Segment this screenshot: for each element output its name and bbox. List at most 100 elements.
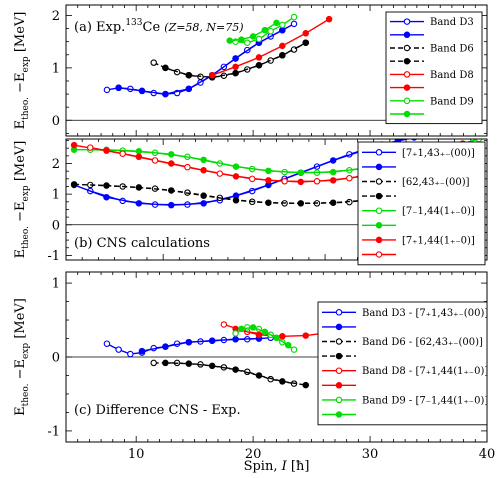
- legend-marker: [375, 178, 383, 185]
- data-point: [127, 350, 134, 358]
- legend-marker: [335, 352, 343, 360]
- data-point: [279, 21, 286, 29]
- y-tick-label: 0: [52, 114, 60, 129]
- y-tick-label: 0: [52, 351, 60, 366]
- data-point: [200, 192, 207, 199]
- plot-frame: [65, 4, 488, 137]
- data-point: [329, 199, 337, 206]
- data-point: [115, 346, 122, 353]
- panel-label: (b) CNS calculations: [74, 236, 210, 251]
- data-point: [267, 27, 274, 35]
- y-axis-label: Etheo. −Eexp [MeV]: [13, 12, 31, 130]
- data-point: [151, 157, 159, 164]
- legend-box: [385, 11, 483, 125]
- data-point: [70, 141, 78, 149]
- data-point: [302, 381, 309, 389]
- y-tick-label: 1: [52, 188, 60, 203]
- legend-marker: [403, 97, 411, 105]
- legend-box: [357, 141, 486, 266]
- data-point: [216, 170, 224, 177]
- data-point: [329, 168, 337, 176]
- data-point: [168, 187, 175, 194]
- y-tick-label: 1: [52, 61, 60, 76]
- y-tick-label: 2: [52, 9, 60, 24]
- y-tick-label: 1: [52, 277, 60, 292]
- text-part: E: [13, 406, 28, 416]
- data-point: [267, 57, 274, 64]
- legend-marker: [403, 44, 411, 52]
- legend-label: Band D8: [430, 70, 474, 81]
- legend-label: Band D6: [430, 44, 474, 55]
- series-line-1: [118, 29, 283, 95]
- data-point: [200, 200, 207, 207]
- data-point: [279, 42, 286, 50]
- legend-marker: [375, 192, 383, 200]
- data-point: [232, 330, 239, 337]
- data-point: [265, 167, 272, 175]
- legend-marker: [403, 31, 411, 39]
- legend-label: [7₊1,44(1₊₋0)]: [402, 235, 475, 246]
- data-point: [279, 378, 286, 385]
- legend-marker: [375, 222, 383, 229]
- data-point: [232, 55, 239, 62]
- legend-label: [7₋1,44(1₊₋0)]: [402, 206, 475, 217]
- panel-a: 0 1 2 Band D3 Band D6 Band D8 Band D9 (a) Exp.1…: [13, 4, 488, 137]
- x-tick-label: 30: [362, 447, 379, 462]
- legend-marker: [375, 207, 383, 214]
- legend-box: [317, 301, 488, 426]
- data-point: [249, 324, 257, 331]
- data-point: [162, 359, 169, 367]
- data-point: [279, 52, 286, 59]
- data-point: [184, 163, 191, 171]
- data-point: [302, 30, 309, 37]
- data-point: [208, 71, 216, 79]
- data-point: [290, 13, 298, 21]
- data-point: [185, 85, 193, 93]
- data-point: [255, 54, 263, 61]
- plot-area: [103, 13, 333, 98]
- data-point: [150, 359, 157, 367]
- data-point: [232, 197, 240, 204]
- text-part: −E: [13, 201, 28, 226]
- data-point: [162, 64, 169, 72]
- x-axis-label: Spin, I [ħ]: [244, 459, 310, 474]
- data-point: [168, 201, 175, 209]
- text-part: Ce: [143, 20, 161, 35]
- text-part: I: [281, 459, 288, 474]
- data-point: [135, 148, 143, 155]
- legend-marker: [375, 251, 383, 258]
- data-point: [290, 20, 298, 28]
- legend-label: Band D9 - [7₋1,44(1₊₋0)]: [362, 395, 488, 406]
- text-part: E: [13, 249, 28, 259]
- text-part: −E: [13, 359, 28, 384]
- data-point: [185, 71, 193, 79]
- data-point: [185, 338, 193, 346]
- data-point: [444, 129, 449, 134]
- legend-marker: [335, 309, 343, 316]
- text-part: [ħ]: [287, 459, 310, 474]
- data-point: [168, 151, 175, 158]
- data-point: [162, 90, 169, 98]
- data-point: [232, 63, 239, 71]
- data-point: [208, 337, 216, 344]
- x-tick-label: 10: [128, 447, 145, 462]
- legend-marker: [375, 163, 383, 171]
- text-part: exp: [21, 185, 31, 201]
- x-tick-label: 20: [245, 447, 262, 462]
- y-tick-label: 2: [52, 157, 60, 172]
- data-point: [232, 69, 239, 77]
- panel-label: (c) Difference CNS - Exp.: [74, 403, 241, 418]
- data-point: [135, 184, 143, 191]
- series-line-5: [211, 18, 330, 76]
- data-point: [302, 332, 309, 339]
- legend-label: [7₊1,43₊₋(00)]: [402, 148, 475, 159]
- data-point: [220, 321, 228, 328]
- data-point: [103, 193, 110, 201]
- data-point: [249, 33, 257, 40]
- legend-label: Band D6 - [62,43₊₋(00)]: [362, 337, 483, 348]
- panel-b: -1 0 1 2 [7₊1,43₊₋(00)] [62,43₊₋(00)] [7₋1,44(…: [13, 129, 488, 266]
- text-part: Spin,: [244, 459, 282, 474]
- data-point: [238, 36, 245, 43]
- plot-area: [103, 321, 333, 389]
- data-point: [135, 200, 143, 207]
